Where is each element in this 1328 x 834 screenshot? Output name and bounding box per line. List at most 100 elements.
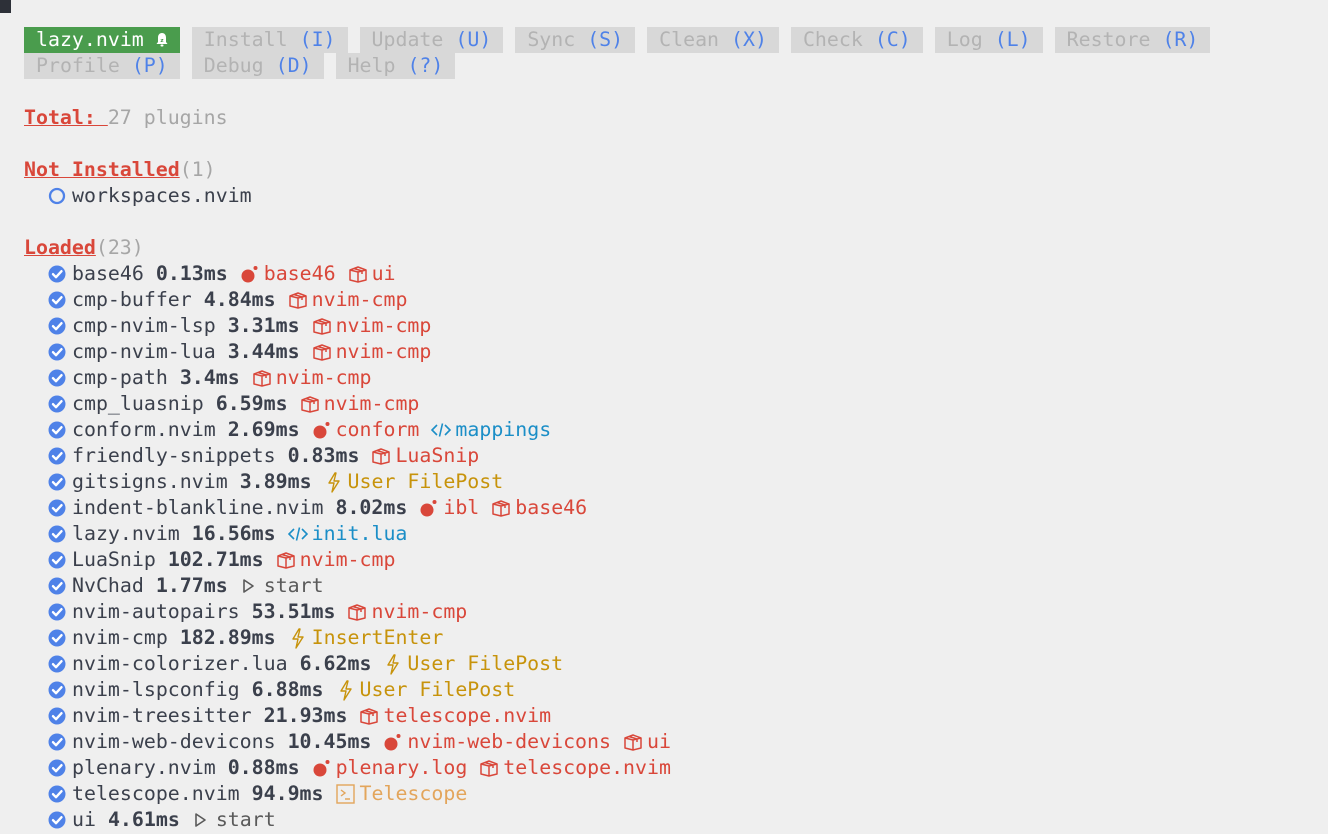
plugin-row[interactable]: ui 4.61ms start <box>24 807 1222 833</box>
profile-button[interactable]: Profile (P) <box>24 53 180 79</box>
load-time: 102.71ms <box>167 548 264 571</box>
plugin-name[interactable]: telescope.nvim <box>72 782 240 805</box>
plugin-name[interactable]: LuaSnip <box>72 548 156 571</box>
restore-button[interactable]: Restore (R) <box>1054 27 1211 53</box>
load-time: 94.9ms <box>251 782 324 805</box>
clean-button[interactable]: Clean (X) <box>647 27 779 53</box>
button-shortcut: (P) <box>131 54 168 77</box>
plugin-row[interactable]: nvim-treesitter 21.93ms telescope.nvim <box>24 703 1222 729</box>
handler-label: mappings <box>455 418 552 441</box>
load-time: 0.13ms <box>155 262 228 285</box>
plugin-row[interactable]: nvim-lspconfig 6.88ms User FilePost <box>24 677 1222 703</box>
plugin-name[interactable]: ui <box>72 808 96 831</box>
plugin-name[interactable]: friendly-snippets <box>72 444 276 467</box>
check-circle-icon <box>48 625 72 651</box>
plugin-name[interactable]: nvim-treesitter <box>72 704 252 727</box>
check-circle-icon <box>48 287 72 313</box>
handler-label: nvim-cmp <box>323 392 420 415</box>
plugin-row[interactable]: cmp-path 3.4ms nvim-cmp <box>24 365 1222 391</box>
plugin-row[interactable]: lazy.nvim 16.56ms init.lua <box>24 521 1222 547</box>
load-time: 53.51ms <box>251 600 336 623</box>
handler-label: nvim-cmp <box>275 366 372 389</box>
plugin-row[interactable]: telescope.nvim 94.9ms Telescope <box>24 781 1222 807</box>
plugin-row[interactable]: base46 0.13ms base46 ui <box>24 261 1222 287</box>
handler-label: telescope.nvim <box>383 704 552 727</box>
plugin-name[interactable]: indent-blankline.nvim <box>72 496 324 519</box>
bomb-icon <box>312 417 336 443</box>
handler-label: User FilePost <box>347 470 504 493</box>
handler-label: User FilePost <box>407 652 564 675</box>
install-button[interactable]: Install (I) <box>191 27 348 53</box>
plugin-row[interactable]: nvim-cmp 182.89ms InsertEnter <box>24 625 1222 651</box>
terminal-icon <box>335 781 360 807</box>
plugin-name[interactable]: nvim-lspconfig <box>72 678 240 701</box>
loaded-count: (23) <box>95 236 144 259</box>
handler-label: plenary.log <box>335 756 468 779</box>
package-icon <box>276 547 300 573</box>
plugin-name[interactable]: workspaces.nvim <box>72 184 252 207</box>
total-value: 27 plugins <box>107 106 228 129</box>
button-label: Check <box>802 28 863 51</box>
lazy-nvim-title-button[interactable]: lazy.nvim z <box>24 27 180 53</box>
check-button[interactable]: Check (C) <box>790 27 923 53</box>
plugin-name[interactable]: plenary.nvim <box>72 756 216 779</box>
plugin-name[interactable]: gitsigns.nvim <box>72 470 228 493</box>
package-icon <box>300 391 324 417</box>
update-button[interactable]: Update (U) <box>359 27 504 53</box>
plugin-name[interactable]: base46 <box>72 262 144 285</box>
plugin-row[interactable]: indent-blankline.nvim 8.02ms ibl base46 <box>24 495 1222 521</box>
plugin-row[interactable]: gitsigns.nvim 3.89ms User FilePost <box>24 469 1222 495</box>
load-time: 10.45ms <box>287 730 372 753</box>
handler-label: InsertEnter <box>311 626 444 649</box>
handler-label: base46 <box>263 262 336 285</box>
load-time: 0.83ms <box>287 444 360 467</box>
button-label: Help <box>347 54 396 77</box>
plugin-row[interactable]: workspaces.nvim <box>24 183 1222 209</box>
button-label: Install <box>203 28 288 51</box>
plugin-name[interactable]: cmp-nvim-lsp <box>72 314 216 337</box>
button-shortcut: (S) <box>587 28 624 51</box>
plugin-row[interactable]: cmp-nvim-lsp 3.31ms nvim-cmp <box>24 313 1222 339</box>
bomb-icon <box>312 755 336 781</box>
plugin-row[interactable]: cmp-buffer 4.84ms nvim-cmp <box>24 287 1222 313</box>
bomb-icon <box>419 495 443 521</box>
toolbar-row-2: Profile (P) Debug (D) Help (?) <box>24 53 1222 79</box>
terminal-cursor <box>0 0 11 13</box>
check-circle-icon <box>48 729 72 755</box>
plugin-name[interactable]: cmp_luasnip <box>72 392 204 415</box>
sync-button[interactable]: Sync (S) <box>515 27 636 53</box>
handler-label: ui <box>646 730 671 753</box>
help-button[interactable]: Help (?) <box>335 53 456 79</box>
plugin-row[interactable]: friendly-snippets 0.83ms LuaSnip <box>24 443 1222 469</box>
play-icon <box>192 807 216 833</box>
not-installed-count: (1) <box>179 158 216 181</box>
blank <box>24 209 1222 235</box>
lazy-window: lazy.nvim z Install (I) Update (U) Sync (S) C… <box>24 27 1222 833</box>
package-icon <box>288 287 312 313</box>
plugin-row[interactable]: NvChad 1.77ms start <box>24 573 1222 599</box>
plugin-name[interactable]: lazy.nvim <box>72 522 180 545</box>
debug-button[interactable]: Debug (D) <box>191 53 324 79</box>
check-circle-icon <box>48 573 72 599</box>
plugin-row[interactable]: nvim-web-devicons 10.45ms nvim-web-devicon… <box>24 729 1222 755</box>
package-icon <box>359 703 383 729</box>
plugin-row[interactable]: cmp-nvim-lua 3.44ms nvim-cmp <box>24 339 1222 365</box>
plugin-row[interactable]: nvim-colorizer.lua 6.62ms User FilePost <box>24 651 1222 677</box>
plugin-row[interactable]: conform.nvim 2.69ms conform mappings <box>24 417 1222 443</box>
plugin-row[interactable]: nvim-autopairs 53.51ms nvim-cmp <box>24 599 1222 625</box>
plugin-name[interactable]: cmp-buffer <box>72 288 192 311</box>
plugin-row[interactable]: plenary.nvim 0.88ms plenary.log telescope.n… <box>24 755 1222 781</box>
log-button[interactable]: Log (L) <box>934 27 1043 53</box>
plugin-name[interactable]: nvim-cmp <box>72 626 168 649</box>
plugin-name[interactable]: nvim-web-devicons <box>72 730 276 753</box>
package-icon <box>623 729 647 755</box>
plugin-name[interactable]: cmp-path <box>72 366 168 389</box>
plugin-name[interactable]: cmp-nvim-lua <box>72 340 216 363</box>
plugin-name[interactable]: conform.nvim <box>72 418 216 441</box>
plugin-name[interactable]: nvim-autopairs <box>72 600 240 623</box>
plugin-name[interactable]: NvChad <box>72 574 144 597</box>
plugin-row[interactable]: LuaSnip 102.71ms nvim-cmp <box>24 547 1222 573</box>
plugin-row[interactable]: cmp_luasnip 6.59ms nvim-cmp <box>24 391 1222 417</box>
button-shortcut: (?) <box>407 54 444 77</box>
plugin-name[interactable]: nvim-colorizer.lua <box>72 652 288 675</box>
